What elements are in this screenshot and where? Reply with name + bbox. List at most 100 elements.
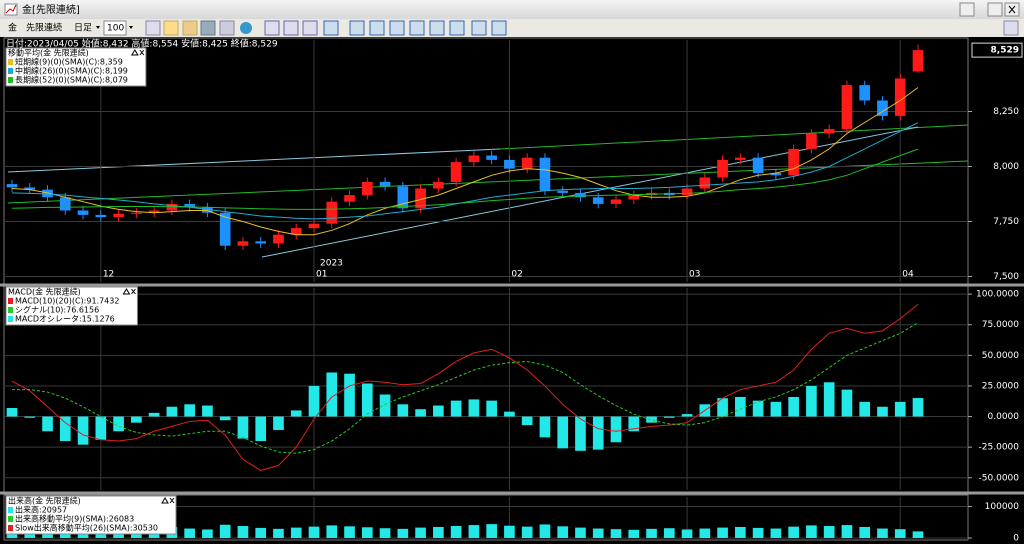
tool-icon[interactable] (429, 20, 445, 36)
tool-icon[interactable] (471, 20, 487, 36)
histogram-bar (237, 416, 249, 439)
volume-bar (912, 531, 924, 538)
histogram-bar (113, 416, 124, 432)
candle-body (433, 181, 444, 189)
window-title: 金[先限連続] (22, 3, 80, 16)
volume-bar (877, 528, 888, 538)
volume-bar (521, 526, 533, 538)
period[interactable]: 日足 (74, 23, 92, 34)
legend-swatch (8, 516, 13, 522)
legend-swatch (8, 316, 13, 322)
search-icon[interactable] (1003, 20, 1019, 36)
trend-line (7, 160, 969, 204)
y-tick-label: 8,000 (993, 162, 1019, 172)
volume-bar (379, 528, 391, 538)
legend-title: 移動平均(金 先限連続) (8, 48, 89, 58)
dropdown-arrow (96, 26, 100, 29)
legend-swatch (8, 307, 13, 313)
tool-icon[interactable] (200, 20, 216, 36)
candle-body (184, 203, 195, 208)
histogram-bar (823, 382, 835, 417)
y-tick-label: -50.0000 (979, 473, 1020, 483)
volume-bar (806, 525, 817, 538)
y-tick-label: -25.0000 (979, 443, 1020, 453)
maximize-button[interactable] (987, 2, 1003, 17)
count[interactable]: 100 (107, 24, 124, 34)
y-tick-label: 7,750 (993, 217, 1019, 227)
x-tick-label: 12 (103, 270, 114, 280)
candle-body (575, 192, 586, 198)
candle-body (628, 195, 640, 200)
histogram-bar (788, 396, 799, 417)
legend: 移動平均(金 先限連続)短期線(9)(0)(SMA)(C):8,359中期線(2… (5, 47, 147, 87)
histogram-bar (131, 416, 142, 423)
series-line (11, 148, 919, 210)
histogram-bar (557, 416, 569, 449)
legend-entry: 短期線(9)(0)(SMA)(C):8,359 (15, 57, 123, 67)
tool-icon[interactable] (182, 20, 198, 36)
chart-header: 日付:2023/04/05 始値:8,432 高値:8,554 安値:8,425… (6, 38, 278, 50)
tool-icon[interactable] (449, 20, 465, 36)
tool-icon[interactable] (240, 22, 252, 34)
histogram-bar (894, 401, 906, 417)
histogram-bar (877, 406, 888, 417)
candle-body (273, 234, 284, 244)
candle-body (610, 199, 622, 204)
legend: MACD(金 先限連続)MACD(10)(20)(C):91.7432シグナル(… (5, 286, 138, 326)
histogram-bar (42, 416, 53, 432)
app-icon-line (5, 4, 17, 14)
plots: 7,500 7,750 8,000 8,250 12 01 02 03 04 2023 日付:202… (0, 37, 1024, 544)
candle-body (379, 181, 391, 187)
candle-body (326, 201, 338, 224)
tool-icon[interactable] (323, 20, 339, 36)
tool-icon[interactable] (409, 20, 425, 36)
contract[interactable]: 先限連続 (26, 22, 62, 34)
candle-body (557, 190, 569, 193)
volume-bar (237, 526, 249, 538)
volume-bar (681, 529, 693, 538)
histogram-bar (415, 409, 426, 417)
candle-body (361, 181, 373, 196)
tool-icon[interactable] (283, 20, 299, 36)
legend-controls (122, 288, 136, 295)
dropdown-arrow (129, 26, 133, 29)
volume-bar (663, 528, 675, 538)
histogram-bar (717, 398, 728, 417)
volume-bar (255, 527, 267, 538)
candle-body (468, 155, 480, 163)
y-tick-label: 25.0000 (982, 381, 1019, 391)
legend-swatch (8, 77, 13, 83)
candle-body (699, 177, 711, 189)
minimize-button[interactable] (959, 2, 975, 17)
histogram-bar (628, 416, 640, 432)
candle-body (681, 188, 693, 196)
tool-icon[interactable] (369, 20, 385, 36)
legend: 出来高(金 先限連続)出来高:20957出来高移動平均(9)(SMA):2608… (5, 495, 177, 535)
histogram-bar (290, 410, 302, 417)
volume-bar (823, 526, 835, 538)
candle-body (6, 184, 18, 188)
histogram-bar (859, 401, 871, 417)
volume-bar (219, 524, 231, 538)
tool-icon[interactable] (491, 20, 507, 36)
tool-icon[interactable] (145, 20, 161, 36)
histogram-bar (6, 407, 18, 417)
volume-bar (592, 528, 604, 538)
volume-bar (486, 524, 497, 538)
tool-icon[interactable] (349, 20, 365, 36)
count-box[interactable] (103, 20, 127, 36)
candle-body (344, 195, 355, 202)
tool-icon[interactable] (163, 20, 179, 36)
legend-swatch (8, 298, 13, 304)
tool-icon[interactable] (389, 20, 405, 36)
volume-bar (361, 527, 373, 538)
tool-icon[interactable] (302, 20, 318, 36)
tool-icon[interactable] (264, 20, 280, 36)
volume-bar (326, 525, 338, 538)
volume-bar (290, 527, 302, 538)
candle-body (788, 148, 799, 176)
symbol[interactable]: 金 (8, 22, 17, 34)
candle-body (877, 100, 888, 116)
tool-icon[interactable] (219, 20, 235, 36)
